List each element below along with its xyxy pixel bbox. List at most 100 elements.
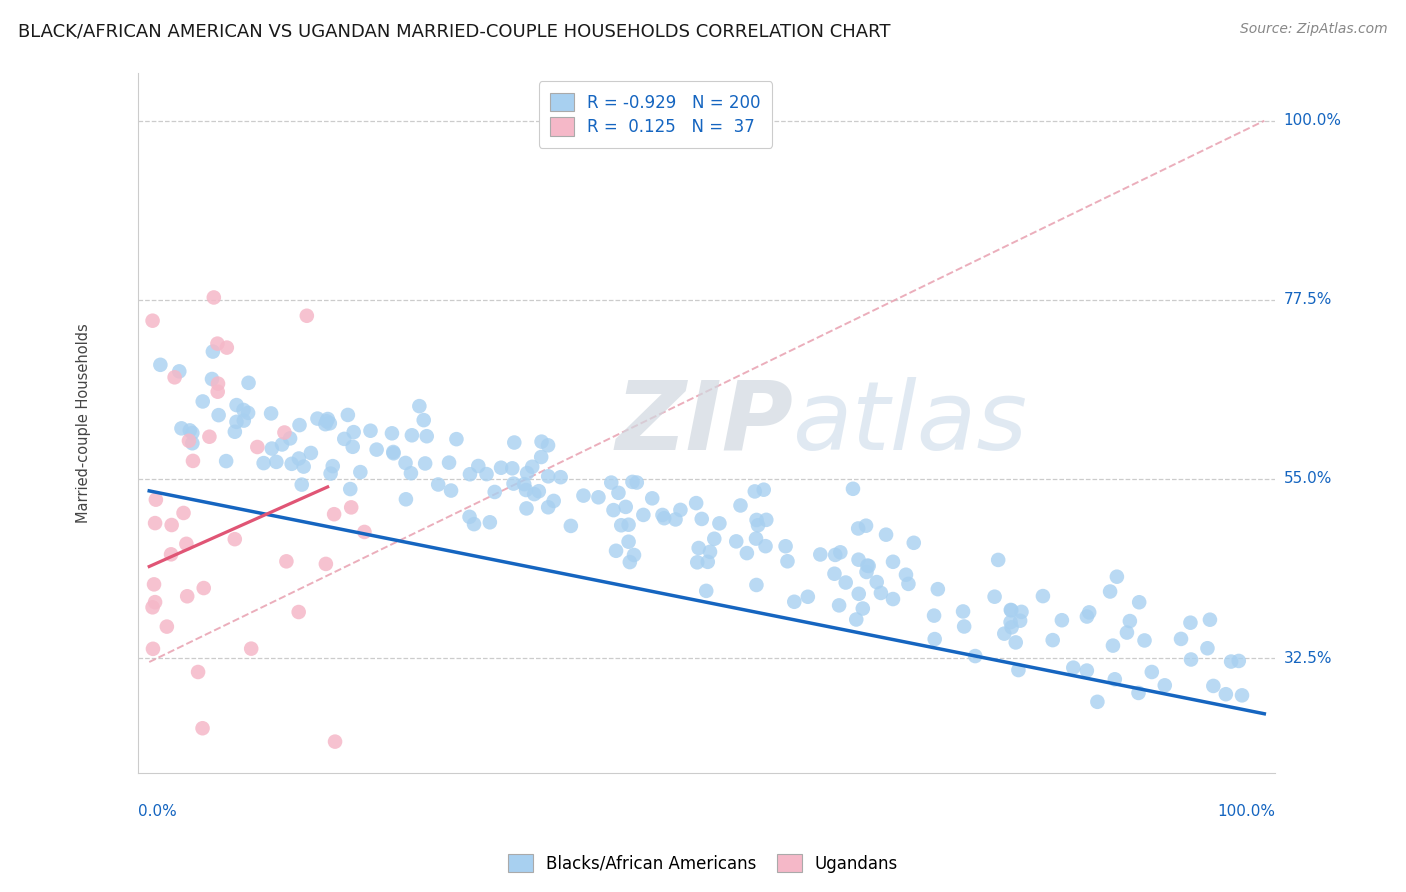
Point: [143, 516, 166, 530]
Point: [858, 558, 880, 573]
Point: [299, 446, 322, 460]
Point: [776, 554, 799, 568]
Point: [614, 500, 637, 514]
Point: [224, 425, 246, 439]
Point: [315, 414, 337, 428]
Point: [952, 604, 974, 618]
Point: [169, 364, 191, 378]
Text: 77.5%: 77.5%: [1284, 293, 1331, 308]
Point: [143, 577, 166, 591]
Point: [413, 457, 436, 471]
Point: [1202, 679, 1225, 693]
Point: [288, 418, 311, 433]
Point: [983, 590, 1005, 604]
Point: [191, 721, 214, 735]
Point: [626, 475, 648, 490]
Point: [177, 434, 200, 448]
Point: [340, 500, 363, 515]
Point: [394, 456, 416, 470]
Point: [845, 612, 868, 626]
Point: [856, 558, 879, 573]
Text: 55.0%: 55.0%: [1284, 472, 1331, 486]
Point: [855, 565, 877, 579]
Point: [271, 437, 294, 451]
Point: [744, 484, 766, 499]
Point: [322, 459, 344, 474]
Text: atlas: atlas: [792, 376, 1026, 470]
Point: [610, 518, 633, 533]
Point: [207, 384, 229, 399]
Point: [1197, 641, 1219, 656]
Point: [215, 454, 238, 468]
Point: [848, 587, 870, 601]
Text: 0.0%: 0.0%: [138, 804, 177, 819]
Point: [993, 626, 1015, 640]
Point: [215, 341, 238, 355]
Point: [987, 553, 1010, 567]
Text: Married-couple Households: Married-couple Households: [76, 323, 91, 523]
Point: [600, 475, 623, 490]
Point: [319, 417, 342, 431]
Point: [1170, 632, 1192, 646]
Point: [745, 513, 768, 527]
Point: [530, 450, 553, 464]
Point: [828, 599, 851, 613]
Point: [605, 543, 627, 558]
Point: [1099, 584, 1122, 599]
Point: [145, 492, 167, 507]
Point: [623, 548, 645, 562]
Point: [515, 501, 537, 516]
Point: [924, 632, 946, 646]
Point: [515, 483, 537, 497]
Point: [882, 592, 904, 607]
Text: 32.5%: 32.5%: [1284, 650, 1333, 665]
Point: [572, 489, 595, 503]
Point: [617, 517, 640, 532]
Point: [830, 545, 852, 559]
Point: [1011, 605, 1033, 619]
Point: [336, 408, 359, 422]
Point: [641, 491, 664, 506]
Point: [260, 406, 283, 420]
Text: 100.0%: 100.0%: [1284, 113, 1341, 128]
Point: [1000, 620, 1022, 634]
Point: [1128, 686, 1150, 700]
Point: [866, 575, 889, 590]
Point: [1050, 613, 1073, 627]
Point: [922, 608, 945, 623]
Point: [382, 445, 405, 459]
Point: [537, 469, 560, 483]
Point: [823, 566, 845, 581]
Point: [1104, 673, 1126, 687]
Point: [142, 314, 165, 328]
Point: [537, 500, 560, 515]
Point: [619, 555, 641, 569]
Point: [685, 496, 707, 510]
Point: [142, 641, 165, 656]
Point: [278, 431, 301, 445]
Point: [602, 503, 624, 517]
Point: [709, 516, 731, 531]
Point: [266, 455, 288, 469]
Point: [1220, 655, 1243, 669]
Point: [1215, 687, 1237, 701]
Point: [458, 509, 481, 524]
Point: [1230, 689, 1253, 703]
Point: [808, 548, 831, 562]
Point: [323, 507, 346, 521]
Point: [202, 290, 225, 304]
Point: [160, 518, 183, 533]
Point: [1000, 615, 1022, 629]
Point: [440, 483, 463, 498]
Point: [1102, 639, 1125, 653]
Point: [342, 440, 364, 454]
Point: [181, 425, 204, 440]
Point: [291, 477, 314, 491]
Point: [191, 394, 214, 409]
Point: [527, 484, 550, 499]
Point: [1076, 664, 1098, 678]
Point: [502, 476, 524, 491]
Point: [754, 539, 776, 553]
Point: [1153, 678, 1175, 692]
Point: [1116, 625, 1139, 640]
